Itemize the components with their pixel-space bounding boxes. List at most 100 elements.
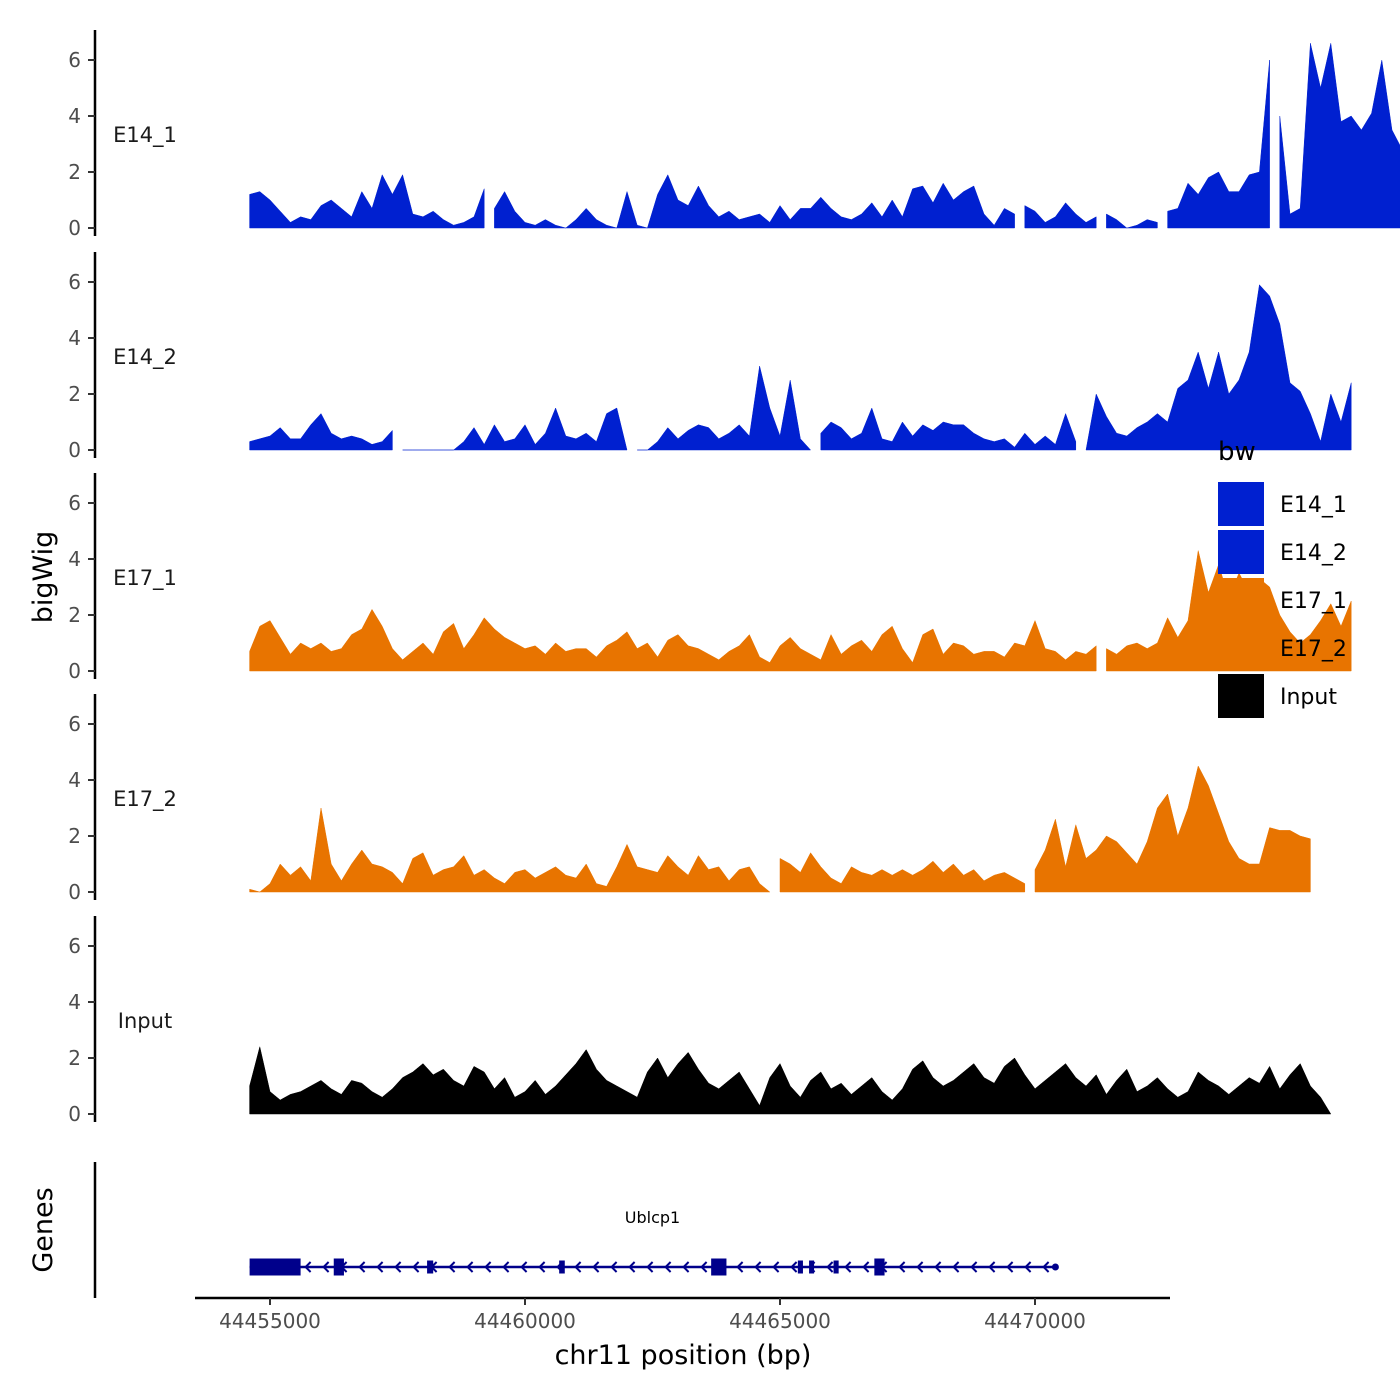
strand-arrow <box>1024 1261 1032 1273</box>
strand-arrow <box>952 1261 960 1273</box>
y-tick-label-Input-6: 6 <box>68 934 81 958</box>
track-label-E14_2: E14_2 <box>113 345 177 370</box>
track-E17_2: 0 2 4 6 E17_2 <box>68 694 1311 904</box>
strand-arrow <box>700 1261 708 1273</box>
y-tick-label-E17_2-0: 0 <box>68 880 81 904</box>
y-tick-label-E17_1-0: 0 <box>68 659 81 683</box>
legend-swatch-E14_2 <box>1218 530 1264 574</box>
y-tick-label-E14_1-4: 4 <box>68 104 81 128</box>
strand-arrow <box>1006 1261 1014 1273</box>
area-Input-segment-0 <box>249 1046 1332 1115</box>
strand-arrow <box>322 1261 330 1273</box>
strand-arrow <box>376 1261 384 1273</box>
legend-swatch-E14_1 <box>1218 482 1264 526</box>
track-E14_1: 0 2 4 6 E14_1 <box>68 30 1400 240</box>
legend-title: bw <box>1218 437 1256 467</box>
exon-Ublcp1-5 <box>797 1260 803 1274</box>
area-E14_1-segment-1 <box>494 174 1015 229</box>
exon-Ublcp1-8 <box>874 1258 885 1276</box>
strand-arrow <box>970 1261 978 1273</box>
gene-label-Ublcp1: Ublcp1 <box>625 1208 680 1227</box>
gene-end-Ublcp1 <box>1051 1263 1059 1271</box>
strand-arrow <box>1042 1261 1050 1273</box>
strand-arrow <box>502 1261 510 1273</box>
exon-Ublcp1-1 <box>333 1258 344 1276</box>
legend-label-E17_2: E17_2 <box>1280 637 1347 662</box>
y-tick-label-E14_2-4: 4 <box>68 326 81 350</box>
track-E17_1: 0 2 4 6 E17_1 <box>68 473 1352 683</box>
genes-panel: Ublcp1 <box>93 1162 1059 1298</box>
area-E17_2-segment-2 <box>1034 765 1311 893</box>
strand-arrow <box>754 1261 762 1273</box>
exon-Ublcp1-2 <box>427 1260 434 1274</box>
area-E17_1-segment-0 <box>249 608 1097 672</box>
y-tick-label-E17_2-6: 6 <box>68 712 81 736</box>
strand-arrow <box>448 1261 456 1273</box>
strand-arrow <box>610 1261 618 1273</box>
track-label-E14_1: E14_1 <box>113 123 177 148</box>
strand-arrow <box>664 1261 672 1273</box>
legend-label-E14_2: E14_2 <box>1280 541 1347 566</box>
track-label-Input: Input <box>118 1009 172 1033</box>
strand-arrow <box>574 1261 582 1273</box>
area-E14_1-segment-0 <box>249 174 485 229</box>
x-axis: 44455000 44460000 44465000 44470000 <box>195 1296 1170 1333</box>
strand-arrow <box>826 1261 834 1273</box>
area-E14_2-segment-3 <box>820 407 1077 451</box>
strand-arrow <box>898 1261 906 1273</box>
area-E17_2-segment-0 <box>249 807 771 893</box>
y-tick-label-E14_2-6: 6 <box>68 270 81 294</box>
strand-arrow <box>538 1261 546 1273</box>
y-tick-label-E17_1-6: 6 <box>68 491 81 515</box>
strand-arrow <box>304 1261 312 1273</box>
strand-arrow <box>916 1261 924 1273</box>
strand-arrow <box>934 1261 942 1273</box>
y-axis-title: bigWig <box>28 531 59 624</box>
area-E14_1-segment-3 <box>1106 213 1158 229</box>
y-tick-label-Input-2: 2 <box>68 1046 81 1070</box>
y-tick-label-E14_2-2: 2 <box>68 382 81 406</box>
strand-arrow <box>358 1261 366 1273</box>
legend: bw E14_1 E14_2 E17_1 E17_2 Input <box>1218 437 1347 718</box>
strand-arrow <box>790 1261 798 1273</box>
area-E17_2-segment-1 <box>779 852 1026 893</box>
legend-label-Input: Input <box>1280 685 1337 710</box>
track-E14_2: 0 2 4 6 E14_2 <box>68 252 1352 462</box>
y-tick-label-Input-4: 4 <box>68 990 81 1014</box>
strand-arrow <box>682 1261 690 1273</box>
strand-arrow <box>466 1261 474 1273</box>
strand-arrow <box>646 1261 654 1273</box>
x-axis-title: chr11 position (bp) <box>555 1340 812 1371</box>
strand-arrow <box>412 1261 420 1273</box>
legend-swatch-E17_1 <box>1218 578 1264 622</box>
strand-arrow <box>844 1261 852 1273</box>
gene-Ublcp1: Ublcp1 <box>249 1208 1059 1276</box>
exon-Ublcp1-7 <box>833 1260 839 1274</box>
track-label-E17_2: E17_2 <box>113 787 177 812</box>
x-tick-label-44470000: 44470000 <box>984 1309 1086 1333</box>
exon-Ublcp1-6 <box>809 1260 815 1274</box>
x-tick-label-44460000: 44460000 <box>474 1309 576 1333</box>
area-E14_2-segment-4 <box>1085 284 1352 451</box>
area-E14_1-segment-4 <box>1167 59 1270 229</box>
track-label-E17_1: E17_1 <box>113 566 177 591</box>
y-tick-label-E14_2-0: 0 <box>68 438 81 462</box>
area-E14_1-segment-5 <box>1279 43 1400 229</box>
strand-arrow <box>862 1261 870 1273</box>
y-tick-label-E17_2-4: 4 <box>68 768 81 792</box>
track-Input: 0 2 4 6 Input <box>68 916 1332 1126</box>
legend-label-E14_1: E14_1 <box>1280 493 1347 518</box>
y-tick-label-E14_1-0: 0 <box>68 216 81 240</box>
area-E14_2-segment-0 <box>249 413 393 451</box>
x-tick-label-44455000: 44455000 <box>219 1309 321 1333</box>
strand-arrow <box>736 1261 744 1273</box>
x-tick-label-44465000: 44465000 <box>729 1309 831 1333</box>
exon-Ublcp1-3 <box>559 1260 565 1274</box>
y-tick-label-E14_1-6: 6 <box>68 48 81 72</box>
legend-swatch-E17_2 <box>1218 626 1264 670</box>
exon-Ublcp1-0 <box>249 1258 301 1276</box>
area-E14_2-segment-1 <box>402 407 628 451</box>
y-tick-label-E17_2-2: 2 <box>68 824 81 848</box>
strand-arrow <box>484 1261 492 1273</box>
y-tick-label-Input-0: 0 <box>68 1102 81 1126</box>
